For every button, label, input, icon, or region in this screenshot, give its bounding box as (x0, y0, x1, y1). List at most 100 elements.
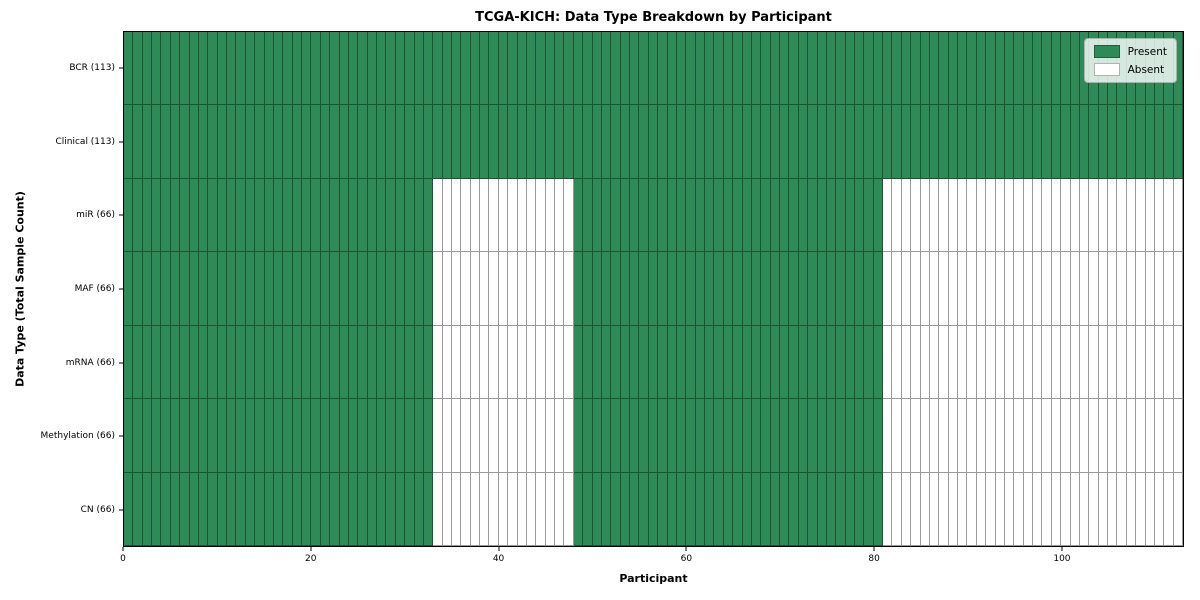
heatmap-cell (348, 399, 359, 473)
heatmap-cell (470, 178, 481, 253)
heatmap-cell (142, 105, 153, 179)
heatmap-cell (423, 105, 434, 179)
heatmap-cell (348, 325, 359, 400)
heatmap-cell (1145, 399, 1155, 473)
heatmap-cell (648, 325, 659, 400)
heatmap-cell (883, 105, 893, 179)
heatmap-cell (939, 105, 949, 179)
heatmap-cell (883, 399, 893, 473)
heatmap-cell (198, 178, 209, 253)
heatmap-cell (1004, 252, 1015, 326)
heatmap-cell (751, 399, 762, 473)
heatmap-cell (695, 325, 706, 400)
heatmap-cell (817, 252, 827, 326)
heatmap-cell (452, 178, 462, 253)
heatmap-cell (817, 105, 827, 179)
heatmap-cell (1098, 399, 1109, 473)
heatmap-cell (901, 325, 912, 400)
heatmap-cell (780, 399, 790, 473)
heatmap-cell (929, 178, 940, 253)
heatmap-cell (1051, 325, 1062, 400)
y-tick-label: mRNA (66) (65, 357, 115, 368)
heatmap-cell (780, 105, 790, 179)
heatmap-cell (573, 178, 584, 253)
heatmap-cell (367, 325, 378, 400)
heatmap-cell (273, 178, 284, 253)
heatmap-cell (883, 178, 893, 253)
heatmap-cell (751, 325, 762, 400)
heatmap-cell (995, 32, 1005, 106)
heatmap-cell (911, 252, 921, 326)
heatmap-cell (864, 252, 874, 326)
heatmap-cell (1089, 325, 1099, 400)
y-tick-mark (119, 362, 123, 364)
heatmap-cell (770, 105, 781, 179)
heatmap-cell (958, 178, 968, 253)
heatmap-cell (217, 105, 228, 179)
heatmap-cell (236, 325, 246, 400)
heatmap-cell (648, 105, 659, 179)
heatmap-cell (845, 252, 855, 326)
heatmap-cell (995, 105, 1005, 179)
heatmap-cell (1033, 105, 1043, 179)
heatmap-cell (320, 178, 331, 253)
heatmap-cell (461, 105, 471, 179)
heatmap-cell (1136, 252, 1146, 326)
heatmap-cell (480, 325, 490, 400)
heatmap-cell (705, 399, 715, 473)
heatmap-cell (1014, 399, 1024, 473)
heatmap-cell (489, 32, 499, 106)
heatmap-cell (873, 105, 884, 179)
heatmap-cell (705, 105, 715, 179)
heatmap-cell (161, 178, 171, 253)
heatmap-cell (405, 472, 415, 546)
heatmap-cell (976, 399, 987, 473)
heatmap-cell (583, 252, 593, 326)
heatmap-cell (245, 472, 256, 546)
heatmap-cell (901, 105, 912, 179)
heatmap-cell (517, 252, 527, 326)
heatmap-cell (630, 32, 640, 106)
heatmap-cell (573, 105, 584, 179)
heatmap-cell (358, 325, 368, 400)
heatmap-cell (470, 399, 481, 473)
heatmap-cell (526, 105, 537, 179)
heatmap-cell (761, 178, 771, 253)
heatmap-cell (348, 32, 359, 106)
heatmap-cell (705, 472, 715, 546)
heatmap-cell (461, 472, 471, 546)
heatmap-cell (620, 178, 631, 253)
heatmap-cell (555, 252, 565, 326)
heatmap-cell (686, 32, 696, 106)
heatmap-cell (573, 32, 584, 106)
heatmap-cell (1164, 178, 1174, 253)
heatmap-cell (583, 472, 593, 546)
heatmap-cell (929, 105, 940, 179)
heatmap-cell (1004, 105, 1015, 179)
heatmap-cell (142, 325, 153, 400)
heatmap-cell (255, 252, 265, 326)
heatmap-cell (1089, 178, 1099, 253)
heatmap-cell (536, 399, 546, 473)
heatmap-cell (517, 32, 527, 106)
heatmap-cell (920, 399, 930, 473)
heatmap-cell (283, 252, 293, 326)
heatmap-cell (1173, 399, 1183, 473)
heatmap-cell (948, 105, 959, 179)
heatmap-cell (124, 252, 134, 326)
heatmap-cell (423, 252, 434, 326)
heatmap-cell (583, 178, 593, 253)
heatmap-cell (498, 105, 509, 179)
heatmap-cell (377, 472, 387, 546)
y-tick-label: Clinical (113) (55, 136, 115, 147)
heatmap-cell (995, 399, 1005, 473)
heatmap-cell (1051, 472, 1062, 546)
heatmap-cell (498, 325, 509, 400)
heatmap-cell (517, 472, 527, 546)
heatmap-cell (676, 32, 687, 106)
heatmap-cell (564, 32, 574, 106)
heatmap-cell (227, 252, 237, 326)
heatmap-cell (124, 472, 134, 546)
heatmap-cell (320, 325, 331, 400)
heatmap-cell (564, 325, 574, 400)
